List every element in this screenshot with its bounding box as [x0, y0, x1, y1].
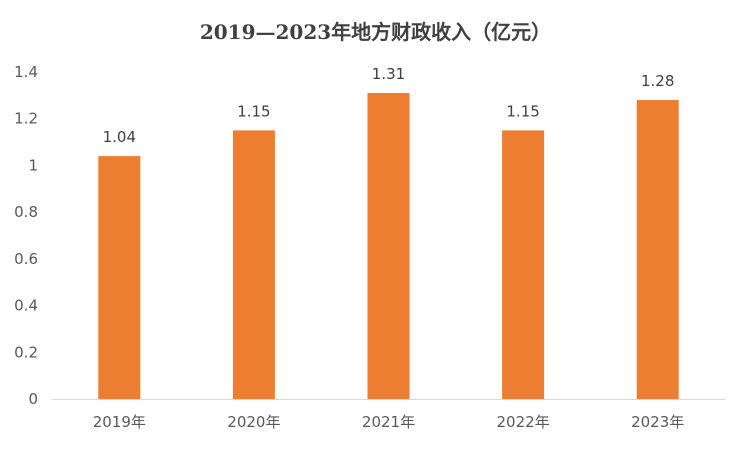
bar-value-label: 1.15	[506, 102, 539, 120]
x-tick-label: 2022年	[497, 413, 550, 431]
y-axis: 0 0.2 0.4 0.6 0.8 1 1.2 1.4	[14, 63, 38, 408]
y-tick-label: 0.8	[14, 203, 38, 221]
y-tick-label: 0.2	[14, 343, 38, 361]
data-labels: 1.04 1.15 1.31 1.15 1.28	[103, 65, 675, 146]
y-tick-label: 0.4	[14, 297, 38, 315]
y-tick-label: 1	[28, 156, 38, 174]
y-tick-label: 0	[28, 390, 38, 408]
x-tick-label: 2019年	[93, 413, 146, 431]
bar-value-label: 1.28	[641, 72, 674, 90]
x-tick-labels: 2019年 2020年 2021年 2022年 2023年	[93, 413, 685, 431]
bar-value-label: 1.31	[372, 65, 405, 83]
chart-title: 2019—2023年地方财政收入（亿元）	[199, 20, 552, 44]
bar	[98, 156, 141, 399]
bar-value-label: 1.15	[237, 102, 270, 120]
y-tick-label: 1.2	[14, 110, 38, 128]
y-tick-label: 0.6	[14, 250, 38, 268]
x-tick-label: 2023年	[631, 413, 684, 431]
bar	[367, 93, 410, 400]
bar	[502, 130, 545, 399]
x-tick-label: 2020年	[227, 413, 280, 431]
y-tick-label: 1.4	[14, 63, 38, 81]
bar	[636, 100, 679, 400]
bars	[98, 93, 679, 400]
bar-value-label: 1.04	[103, 128, 136, 146]
bar	[232, 130, 275, 399]
x-tick-label: 2021年	[362, 413, 415, 431]
